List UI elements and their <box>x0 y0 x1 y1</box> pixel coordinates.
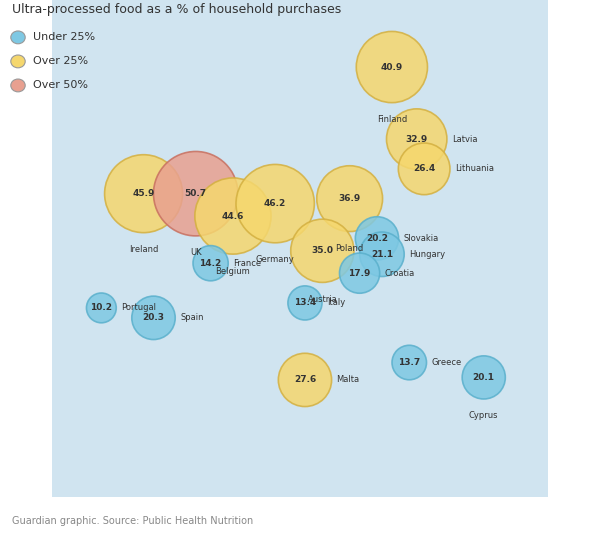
Text: Austria: Austria <box>307 295 337 304</box>
Circle shape <box>291 219 354 282</box>
Text: 21.1: 21.1 <box>371 250 393 259</box>
Text: Malta: Malta <box>337 375 359 384</box>
Circle shape <box>340 253 380 293</box>
Text: 20.3: 20.3 <box>142 313 164 323</box>
Circle shape <box>154 152 238 236</box>
Text: 20.1: 20.1 <box>473 373 495 382</box>
Text: 45.9: 45.9 <box>133 189 155 198</box>
Text: Over 50%: Over 50% <box>33 81 88 90</box>
Text: Greece: Greece <box>431 358 462 367</box>
Text: 46.2: 46.2 <box>264 199 286 208</box>
Circle shape <box>398 143 450 195</box>
Text: Italy: Italy <box>327 299 345 308</box>
Text: 36.9: 36.9 <box>338 194 361 203</box>
Text: Ultra-processed food as a % of household purchases: Ultra-processed food as a % of household… <box>12 3 341 15</box>
Text: Portugal: Portugal <box>121 303 156 312</box>
Text: Slovakia: Slovakia <box>404 234 439 243</box>
Text: Croatia: Croatia <box>385 269 415 278</box>
Text: Under 25%: Under 25% <box>33 33 95 42</box>
Circle shape <box>236 164 314 243</box>
Text: Ireland: Ireland <box>129 245 158 254</box>
Text: Cyprus: Cyprus <box>469 411 499 420</box>
Circle shape <box>278 354 332 406</box>
Text: UK: UK <box>190 248 202 257</box>
Text: 35.0: 35.0 <box>311 246 334 255</box>
Circle shape <box>355 217 398 260</box>
Circle shape <box>193 246 228 281</box>
Text: Poland: Poland <box>335 244 364 253</box>
Circle shape <box>386 109 447 169</box>
Circle shape <box>392 345 427 380</box>
Circle shape <box>86 293 116 323</box>
Text: Over 25%: Over 25% <box>33 57 88 66</box>
Text: Lithuania: Lithuania <box>455 164 494 174</box>
Circle shape <box>132 296 175 340</box>
Circle shape <box>195 178 271 254</box>
FancyBboxPatch shape <box>52 0 548 497</box>
Circle shape <box>462 356 505 399</box>
Text: 10.2: 10.2 <box>91 303 112 312</box>
Text: Latvia: Latvia <box>452 135 478 144</box>
Text: 50.7: 50.7 <box>185 189 207 198</box>
Text: 26.4: 26.4 <box>413 164 435 174</box>
Text: 27.6: 27.6 <box>294 375 316 384</box>
Text: 44.6: 44.6 <box>222 211 244 221</box>
Circle shape <box>356 32 427 103</box>
Text: 17.9: 17.9 <box>349 269 371 278</box>
Text: Belgium: Belgium <box>215 266 250 276</box>
Text: Guardian graphic. Source: Public Health Nutrition: Guardian graphic. Source: Public Health … <box>12 516 253 526</box>
Circle shape <box>288 286 322 320</box>
Text: 14.2: 14.2 <box>199 258 222 268</box>
Text: 13.7: 13.7 <box>398 358 421 367</box>
Circle shape <box>359 232 404 277</box>
Text: 32.9: 32.9 <box>406 135 428 144</box>
Circle shape <box>317 166 383 232</box>
Text: Hungary: Hungary <box>409 250 445 259</box>
Text: Germany: Germany <box>256 255 295 264</box>
Text: 40.9: 40.9 <box>381 62 403 72</box>
Text: France: France <box>233 258 261 268</box>
Text: Spain: Spain <box>180 313 203 323</box>
Circle shape <box>104 155 182 233</box>
Text: 13.4: 13.4 <box>294 299 316 308</box>
Text: Finland: Finland <box>377 115 407 124</box>
Text: 20.2: 20.2 <box>366 234 388 243</box>
